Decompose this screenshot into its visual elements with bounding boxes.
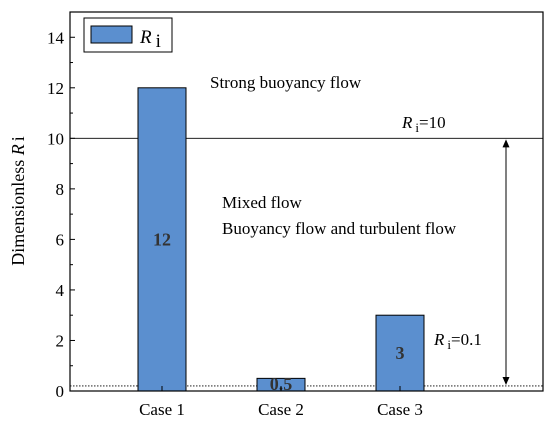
bar-label-2: 0.5 xyxy=(270,374,293,394)
ref-label-lower-symbol: R xyxy=(433,330,445,349)
y-tick-label-12: 12 xyxy=(47,79,64,98)
ref-label-upper-rest: =10 xyxy=(419,113,446,132)
y-axis-ticks xyxy=(70,36,75,392)
legend-symbol: R xyxy=(139,27,152,48)
ref-label-upper-sub: i xyxy=(415,120,419,135)
y-tick-label-6: 6 xyxy=(56,230,65,249)
arrow-head-up xyxy=(502,139,510,148)
plot-frame xyxy=(69,11,544,392)
x-tick-label-2: Case 2 xyxy=(258,400,304,419)
y-tick-label-8: 8 xyxy=(56,180,65,199)
legend-swatch xyxy=(90,25,133,44)
y-axis-label-symbol: R xyxy=(8,144,28,156)
ref-label-upper-symbol: R xyxy=(401,113,413,132)
y-tick-label-14: 14 xyxy=(47,28,65,47)
bars xyxy=(137,87,425,392)
x-tick-label-1: Case 1 xyxy=(139,400,185,419)
annotation-mixed-flow: Mixed flow xyxy=(222,193,303,212)
x-axis-ticks xyxy=(161,386,401,391)
bar-label-1: 12 xyxy=(153,229,171,249)
y-tick-label-2: 2 xyxy=(56,331,65,350)
bar-1 xyxy=(137,87,187,392)
bar-3 xyxy=(375,314,425,392)
y-axis-label: Dimensionless Ri xyxy=(8,136,28,266)
y-tick-label-10: 10 xyxy=(47,129,64,148)
y-axis-label-sub: i xyxy=(8,136,28,141)
arrow-head-down xyxy=(502,376,510,385)
legend-sub: i xyxy=(156,31,161,52)
bar-data-labels: 120.53 xyxy=(153,229,405,394)
ref-label-lower-rest: =0.1 xyxy=(451,330,482,349)
y-axis-label-text: Dimensionless xyxy=(8,155,28,266)
x-tick-label-3: Case 3 xyxy=(377,400,423,419)
bar-label-3: 3 xyxy=(396,343,405,363)
annotation-buoyancy-turbulent: Buoyancy flow and turbulent flow xyxy=(222,219,457,238)
mixed-flow-range-arrow xyxy=(502,139,510,385)
annotation-strong-buoyancy: Strong buoyancy flow xyxy=(210,73,362,92)
x-axis-tick-labels: Case 1 Case 2 Case 3 xyxy=(139,400,423,419)
ref-label-lower-sub: i xyxy=(447,337,451,352)
y-axis-tick-labels: 0 2 4 6 8 10 12 14 xyxy=(47,28,65,401)
y-tick-label-4: 4 xyxy=(56,281,65,300)
y-tick-label-0: 0 xyxy=(56,382,65,401)
